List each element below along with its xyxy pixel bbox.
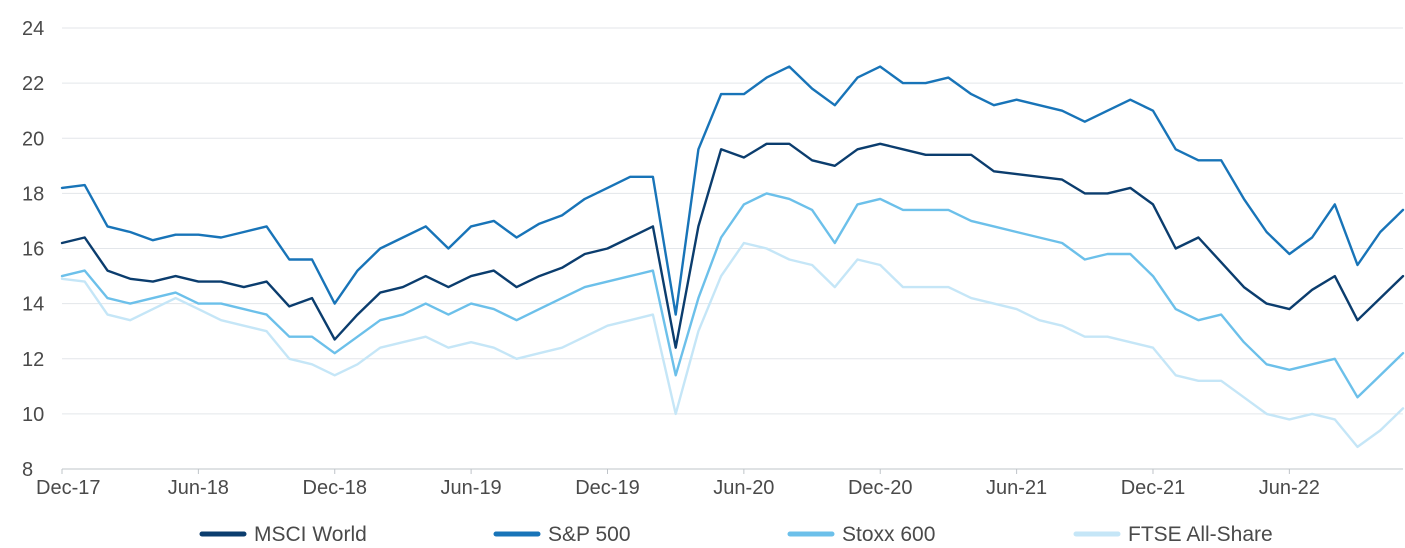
legend-label: MSCI World — [254, 523, 367, 546]
y-tick-label: 24 — [22, 18, 44, 40]
legend: MSCI World S&P 500 Stoxx 600 FTSE All-Share — [199, 523, 1273, 546]
x-tick-label: Jun-21 — [986, 477, 1047, 499]
x-tick-label: Dec-19 — [575, 477, 639, 499]
series-line-s-p-500 — [60, 65, 1405, 316]
y-tick-label: 8 — [22, 459, 33, 481]
x-tick-label: Jun-18 — [168, 477, 229, 499]
x-tick-label: Dec-20 — [848, 477, 912, 499]
series-line-ftse-all-share — [60, 241, 1405, 449]
series-line-msci-world — [60, 142, 1405, 349]
x-tick-label: Jun-20 — [713, 477, 774, 499]
y-tick-label: 14 — [22, 294, 44, 316]
x-tick-label: Jun-19 — [441, 477, 502, 499]
y-tick-label: 12 — [22, 349, 44, 371]
legend-label: S&P 500 — [548, 523, 631, 546]
y-tick-label: 22 — [22, 73, 44, 95]
legend-label: FTSE All-Share — [1128, 523, 1273, 546]
y-tick-label: 18 — [22, 183, 44, 205]
series-line-stoxx-600 — [60, 192, 1405, 399]
series-lines — [60, 65, 1405, 449]
y-tick-label: 16 — [22, 239, 44, 261]
x-tick-label: Dec-18 — [303, 477, 367, 499]
y-axis: 8 10 12 14 16 18 20 22 24 — [22, 18, 44, 481]
x-tick-label: Jun-22 — [1259, 477, 1320, 499]
y-tick-label: 20 — [22, 128, 44, 150]
x-tick-label: Dec-21 — [1121, 477, 1185, 499]
x-axis: Dec-17 Jun-18 Dec-18 Jun-19 Dec-19 Jun-20 Dec-… — [36, 468, 1403, 499]
y-tick-label: 10 — [22, 404, 44, 426]
x-tick-label: Dec-17 — [36, 477, 100, 499]
legend-label: Stoxx 600 — [842, 523, 935, 546]
